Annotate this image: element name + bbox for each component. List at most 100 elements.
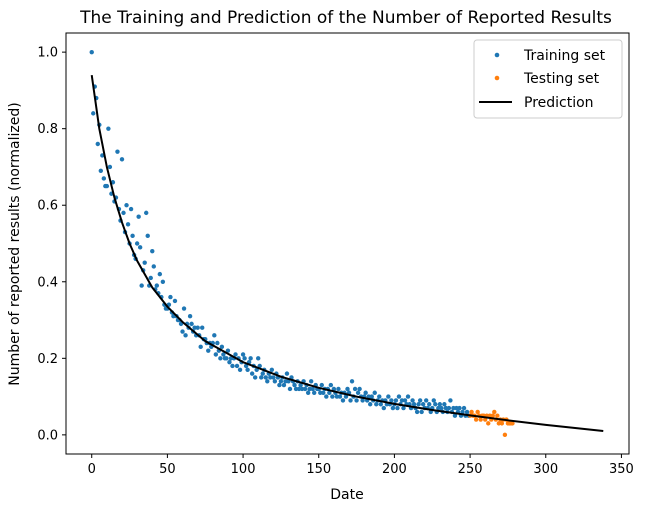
training-point bbox=[119, 157, 125, 162]
training-point bbox=[439, 405, 444, 411]
training-point bbox=[151, 264, 156, 269]
training-point bbox=[130, 233, 135, 239]
training-point bbox=[256, 356, 261, 361]
training-point bbox=[411, 402, 417, 407]
x-axis: 0 50 100 150 200 250 300 350 bbox=[88, 454, 634, 477]
training-point bbox=[189, 321, 194, 327]
training-point bbox=[419, 409, 424, 415]
training-point bbox=[234, 363, 240, 369]
training-point bbox=[330, 394, 335, 399]
training-point bbox=[334, 394, 340, 399]
training-point bbox=[218, 356, 223, 361]
training-point bbox=[139, 283, 144, 288]
testing-point bbox=[492, 409, 497, 415]
training-point bbox=[160, 279, 166, 284]
training-point bbox=[336, 386, 341, 392]
training-point bbox=[154, 283, 160, 288]
training-point bbox=[369, 394, 374, 399]
training-point bbox=[91, 111, 96, 116]
x-tick-label: 200 bbox=[382, 462, 407, 477]
training-point bbox=[136, 214, 141, 219]
y-tick-label: 1.0 bbox=[37, 46, 58, 61]
training-point bbox=[386, 394, 391, 399]
training-point bbox=[284, 371, 290, 376]
training-point bbox=[374, 402, 379, 407]
training-point bbox=[259, 375, 264, 380]
training-point bbox=[328, 382, 334, 388]
training-point bbox=[377, 394, 382, 399]
training-point bbox=[225, 348, 231, 353]
training-point bbox=[228, 356, 234, 361]
training-point bbox=[310, 386, 315, 392]
training-point bbox=[460, 409, 465, 415]
training-point bbox=[446, 405, 452, 411]
y-tick-label: 0.4 bbox=[37, 275, 58, 290]
training-point bbox=[240, 352, 246, 357]
training-point bbox=[405, 394, 411, 399]
x-tick-label: 50 bbox=[159, 462, 176, 477]
training-point bbox=[343, 394, 349, 399]
training-point bbox=[195, 325, 200, 330]
training-point bbox=[95, 141, 100, 147]
training-point bbox=[436, 405, 441, 411]
testing-point bbox=[486, 421, 491, 426]
y-tick-label: 0.2 bbox=[37, 352, 58, 367]
training-point bbox=[106, 126, 111, 131]
training-point bbox=[148, 275, 153, 281]
x-axis-label: Date bbox=[330, 487, 363, 503]
chart-title: The Training and Prediction of the Numbe… bbox=[79, 8, 612, 28]
training-point bbox=[137, 245, 143, 250]
testing-point bbox=[475, 409, 480, 415]
x-tick-label: 0 bbox=[88, 462, 96, 477]
training-point bbox=[305, 390, 311, 395]
training-point bbox=[319, 382, 324, 388]
training-point bbox=[269, 367, 275, 372]
training-point bbox=[340, 398, 346, 403]
training-point bbox=[448, 398, 453, 403]
y-axis-label: Number of reported results (normalized) bbox=[7, 102, 23, 385]
training-point bbox=[381, 405, 387, 411]
training-point bbox=[424, 398, 429, 403]
training-point bbox=[206, 348, 211, 353]
training-point bbox=[302, 386, 308, 392]
testing-point bbox=[473, 417, 479, 422]
training-point bbox=[308, 379, 314, 384]
training-point bbox=[401, 405, 406, 411]
training-point bbox=[183, 333, 188, 338]
training-point bbox=[242, 356, 247, 361]
training-point bbox=[121, 210, 126, 216]
training-point bbox=[293, 386, 299, 392]
training-point bbox=[145, 233, 150, 239]
training-point bbox=[442, 402, 447, 407]
training-point bbox=[213, 352, 219, 357]
training-point bbox=[157, 271, 163, 277]
training-point bbox=[312, 390, 317, 395]
training-point bbox=[321, 390, 326, 395]
training-point bbox=[399, 398, 405, 403]
training-point bbox=[252, 375, 258, 380]
training-point bbox=[227, 359, 232, 365]
training-point bbox=[150, 248, 155, 254]
testing-point bbox=[495, 413, 500, 418]
training-point bbox=[345, 386, 350, 392]
training-point bbox=[414, 409, 420, 415]
testing-point bbox=[478, 417, 483, 422]
training-point bbox=[107, 164, 113, 170]
training-point bbox=[187, 314, 193, 319]
training-point bbox=[337, 394, 343, 399]
training-point bbox=[360, 398, 365, 403]
prediction-line bbox=[90, 74, 604, 433]
training-point bbox=[427, 402, 432, 407]
training-point bbox=[368, 402, 373, 407]
training-point bbox=[230, 363, 235, 369]
training-point bbox=[268, 375, 273, 380]
legend-label-prediction: Prediction bbox=[524, 95, 594, 111]
training-point bbox=[318, 390, 323, 395]
x-tick-label: 350 bbox=[609, 462, 634, 477]
training-point bbox=[265, 379, 270, 384]
training-point bbox=[89, 49, 94, 55]
training-point bbox=[237, 367, 243, 372]
training-point bbox=[278, 379, 284, 384]
x-tick-label: 300 bbox=[533, 462, 558, 477]
training-point bbox=[389, 398, 394, 403]
